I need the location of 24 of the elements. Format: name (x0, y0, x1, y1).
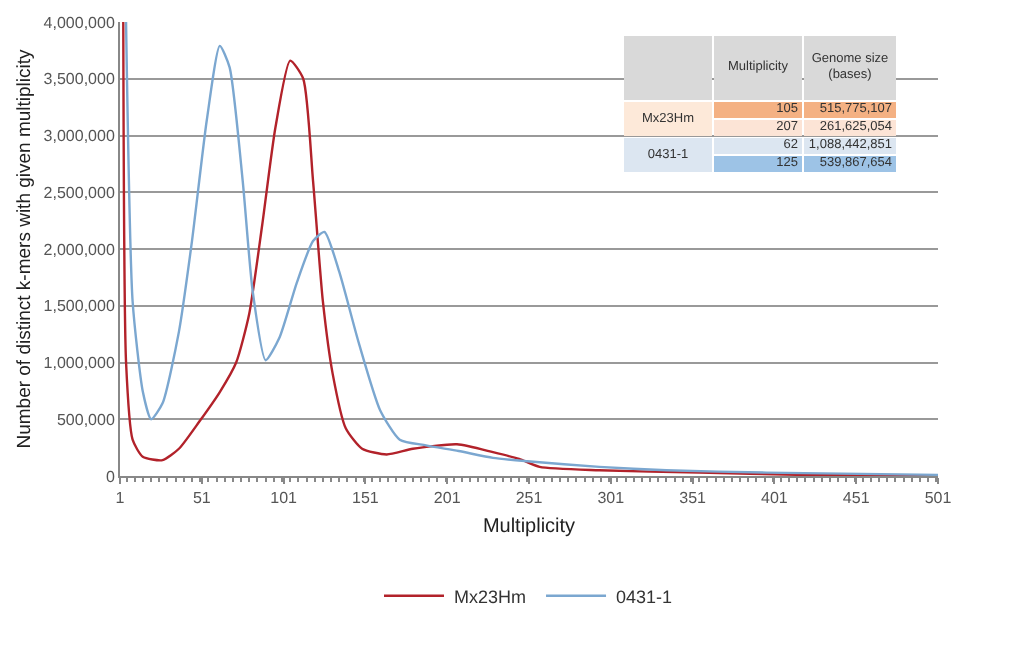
y-tick-label: 4,000,000 (43, 13, 116, 32)
x-tick-label: 501 (924, 489, 953, 508)
legend-label: Mx23Hm (454, 586, 527, 607)
x-tick-label: 51 (192, 489, 212, 508)
legend-label: 0431-1 (616, 586, 673, 607)
y-tick-label: 2,000,000 (43, 240, 116, 259)
x-tick-label: 451 (842, 489, 871, 508)
x-tick-label: 1 (115, 489, 126, 508)
x-tick-label: 351 (679, 489, 708, 508)
y-tick-label: 1,500,000 (43, 297, 116, 316)
x-axis-title: Multiplicity (482, 516, 576, 539)
x-tick-label: 101 (270, 489, 299, 508)
x-tick-label: 151 (352, 489, 380, 508)
y-tick-label: 1,000,000 (43, 354, 116, 373)
x-tick-label: 301 (597, 489, 626, 508)
y-axis-title: Number of distinct k-mers with given multiplicity (13, 48, 36, 449)
y-tick-label: 3,000,000 (43, 127, 116, 146)
y-tick-label: 2,500,000 (43, 183, 116, 202)
y-tick-label: 500,000 (56, 410, 116, 429)
x-tick-label: 251 (515, 489, 544, 508)
x-tick-label: 201 (433, 489, 462, 508)
y-tick-label: 3,500,000 (43, 70, 116, 89)
x-tick-label: 401 (761, 489, 789, 508)
y-tick-label: 0 (105, 467, 116, 486)
